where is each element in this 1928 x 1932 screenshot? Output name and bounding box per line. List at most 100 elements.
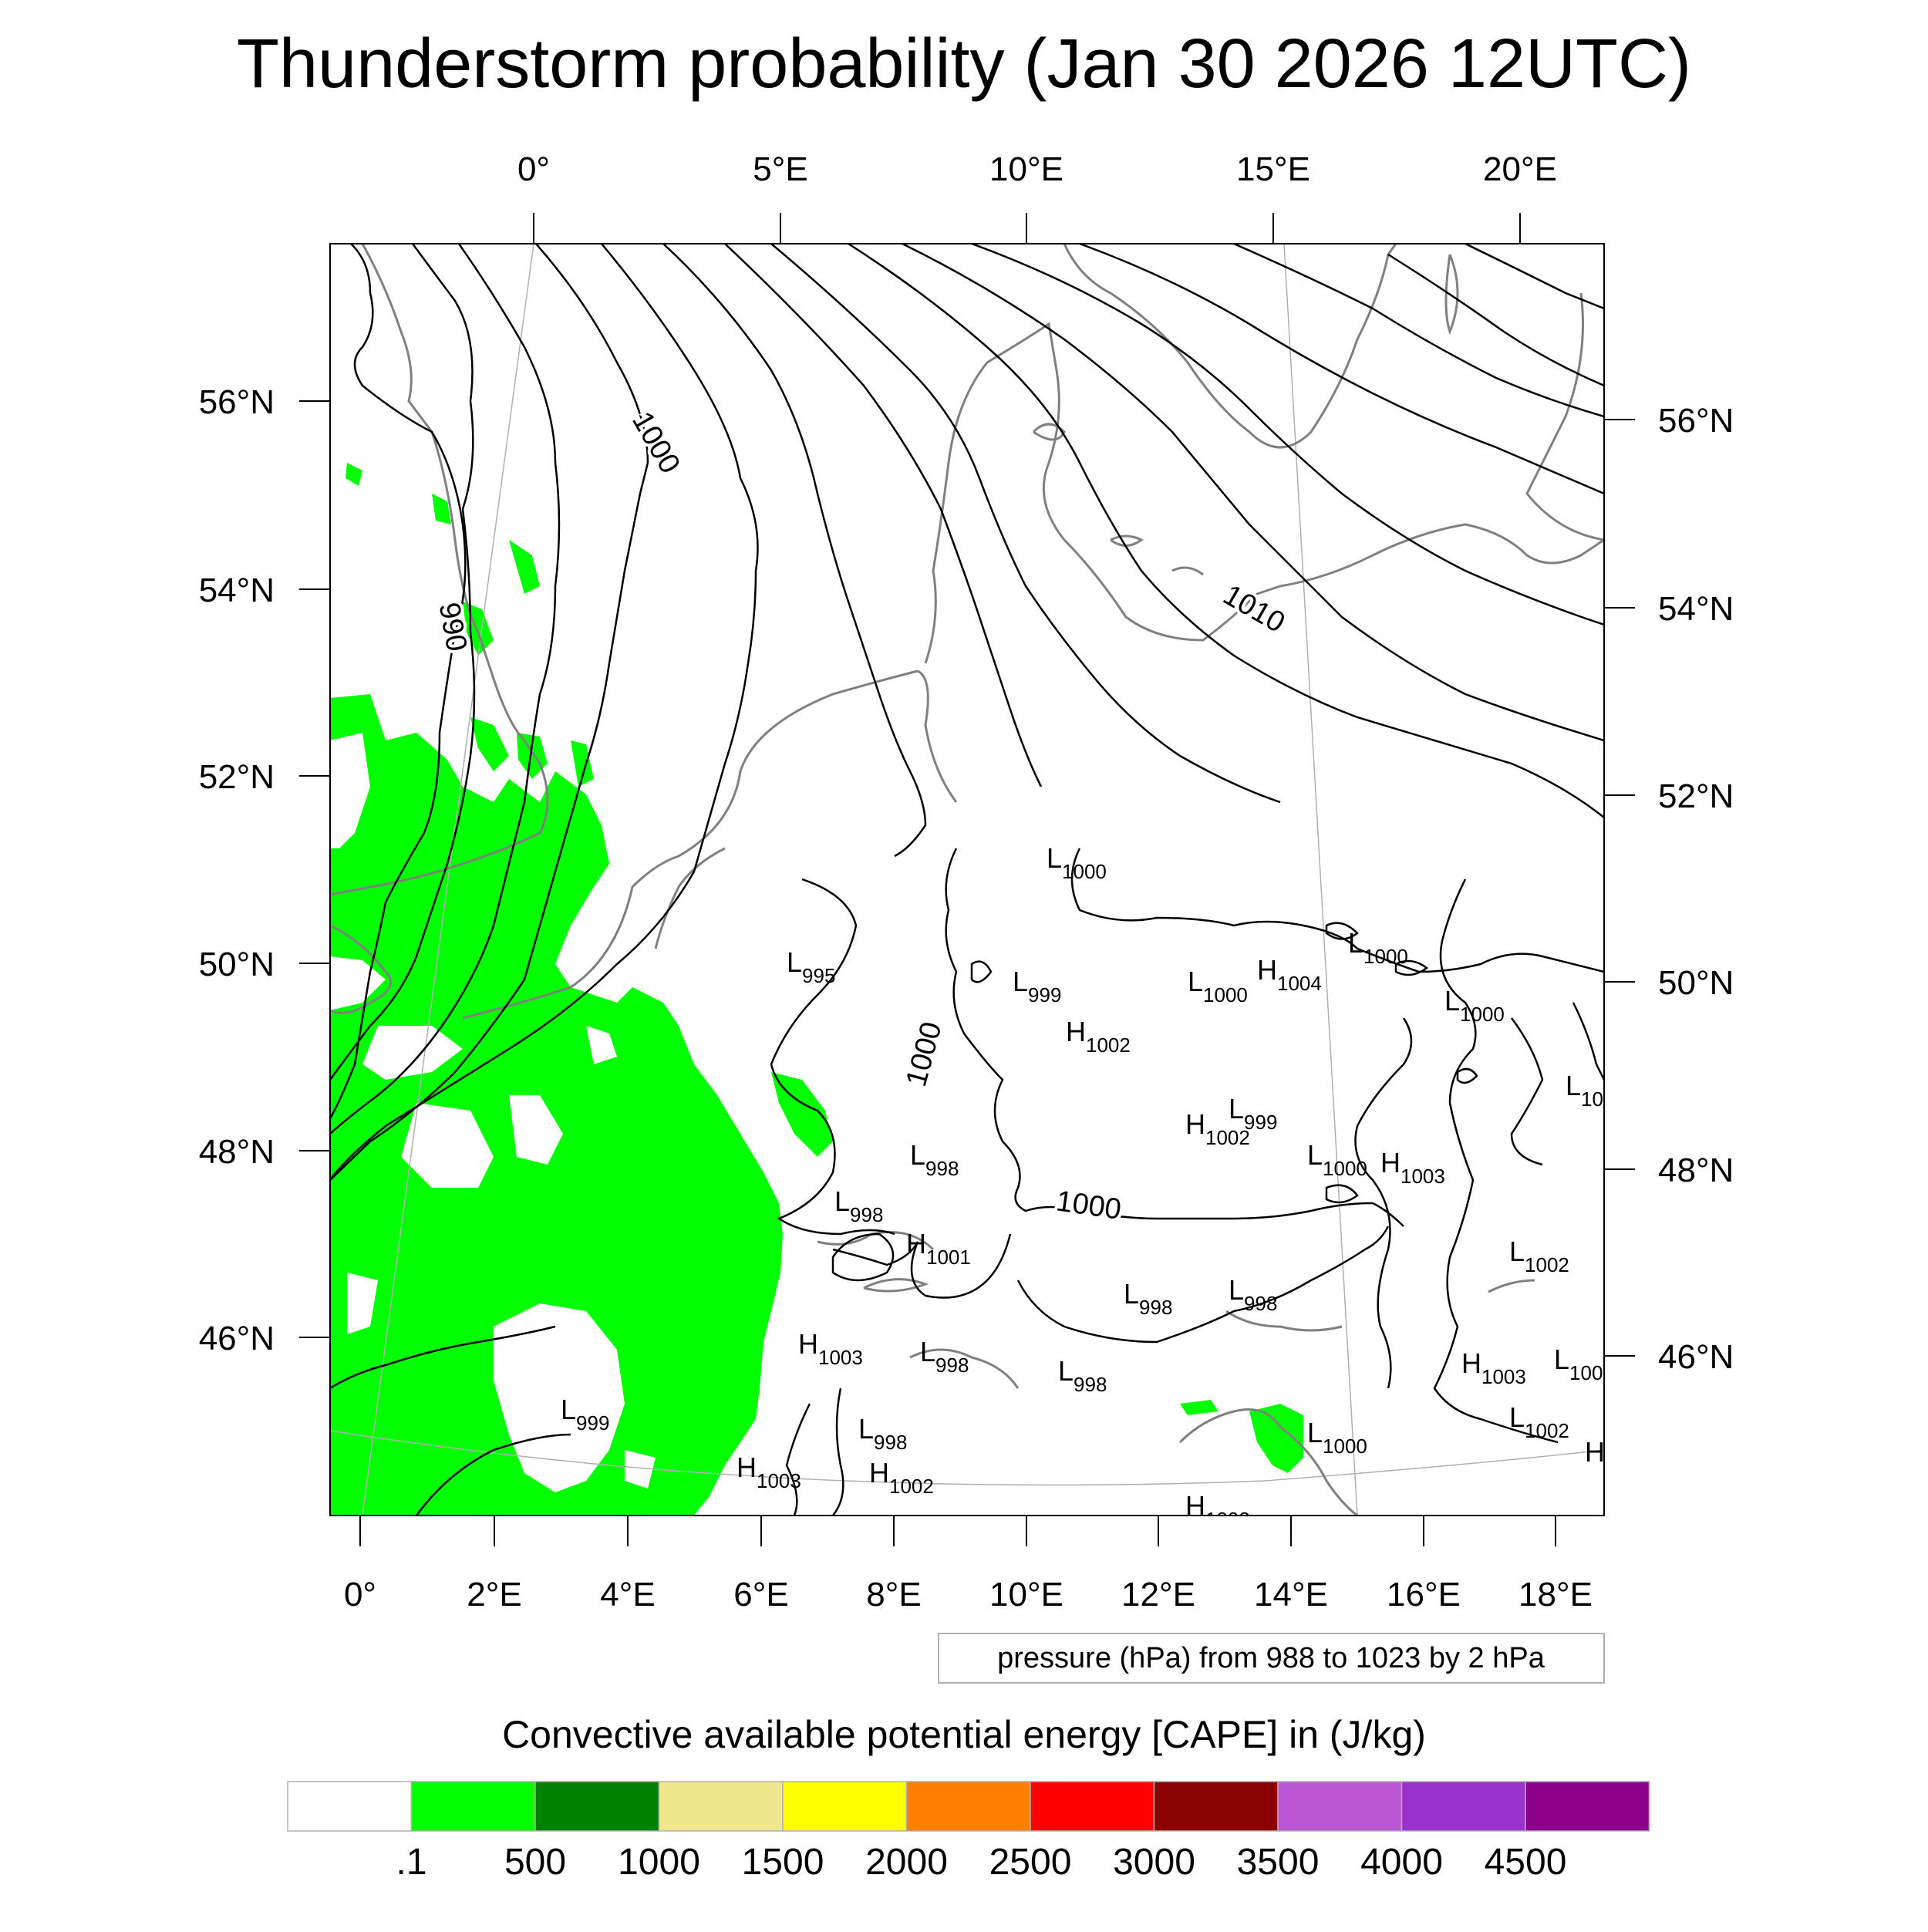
pressure-center-type: L [834, 1185, 850, 1217]
pressure-center-type: L [1229, 1093, 1244, 1124]
pressure-center-type: L [1566, 1070, 1581, 1101]
colorbar-box [1030, 1781, 1155, 1832]
coast-adriatic [1178, 1408, 1358, 1516]
pressure-center-low: L1000 [1444, 985, 1505, 1026]
bottom-lon-label: 16°E [1387, 1576, 1461, 1613]
colorbar-label: 4000 [1360, 1842, 1443, 1883]
cape-field [330, 463, 1303, 1516]
bottom-lon-label: 2°E [467, 1576, 521, 1613]
right-lat-label: 56°N [1658, 402, 1734, 440]
isobar-6 [662, 244, 927, 858]
pressure-center-type: L [1307, 1417, 1323, 1448]
pressure-center-type: H [869, 1457, 889, 1489]
pressure-center-type: H [1185, 1108, 1205, 1140]
colorbar-title: Convective available potential energy [C… [502, 1713, 1426, 1756]
isobar-4 [330, 244, 649, 1181]
pressure-center-value: 1003 [818, 1346, 863, 1369]
isobar-mid-1 [770, 878, 895, 1236]
pressure-center-type: L [1188, 966, 1203, 997]
cape-holes [330, 733, 656, 1492]
colorbar-label: .1 [396, 1842, 426, 1883]
isobar-closed-4 [1325, 1184, 1359, 1204]
pressure-center-high: H1003 [736, 1452, 801, 1492]
isobar-12 [1079, 244, 1604, 495]
pressure-center-low: L998 [1229, 1274, 1277, 1315]
bottom-lon-label: 0° [344, 1576, 376, 1613]
pressure-center-value: 1002 [1525, 1253, 1569, 1276]
pressure-center-low: L1000 [1188, 966, 1248, 1006]
pressure-center-value: 995 [802, 964, 835, 987]
pressure-center-value: 1000 [1323, 1435, 1367, 1458]
bottom-lon-label: 6°E [733, 1576, 788, 1613]
isobar-east-4 [1572, 1002, 1604, 1081]
pressure-center-low: L1000 [1307, 1139, 1367, 1180]
left-lat-label: 50°N [199, 946, 275, 983]
pressure-center-value: 999 [1028, 983, 1061, 1006]
isobar-south-1 [330, 1325, 556, 1390]
pressure-center-value: 1003 [1400, 1165, 1445, 1188]
cape-region-north-1 [470, 717, 509, 771]
colorbar-box [410, 1781, 536, 1832]
colorbar-label: 1500 [742, 1842, 824, 1883]
pressure-center-value: 998 [1139, 1296, 1172, 1319]
pressure-center-high: H1002 [1185, 1108, 1250, 1149]
colorbar-box [1277, 1781, 1403, 1832]
isobar-11 [971, 244, 1604, 626]
pressure-center-value: 998 [1244, 1292, 1277, 1315]
top-lon-label: 15°E [1236, 150, 1310, 188]
right-lat-label: 50°N [1658, 964, 1734, 1002]
isobar-closed-5 [1456, 1067, 1478, 1084]
isobar-east-2 [1433, 878, 1559, 1444]
pressure-center-value: 998 [874, 1431, 907, 1454]
top-lon-label: 20°E [1483, 150, 1557, 188]
isobars [330, 244, 1604, 1516]
isobar-3 [330, 244, 561, 1135]
pressure-center-type: H [906, 1228, 926, 1259]
bottom-lon-label: 8°E [866, 1576, 921, 1613]
colorbar-box [534, 1781, 660, 1832]
pressure-center-high: H1001 [906, 1228, 971, 1269]
colorbar-label: 4500 [1485, 1842, 1567, 1883]
cape-region-north-3 [571, 740, 594, 787]
cape-hole-7 [347, 1273, 378, 1334]
pressure-center-type: L [1124, 1278, 1139, 1310]
isobar-8 [770, 244, 1281, 804]
pressure-center-high: H1004 [1257, 954, 1322, 995]
pressure-center-high: H1003 [1461, 1347, 1526, 1388]
pressure-center-high: H [1585, 1436, 1605, 1468]
pressure-center-type: L [1444, 985, 1460, 1017]
info-box: pressure (hPa) from 988 to 1023 by 2 hPa [938, 1633, 1605, 1684]
colorbar-box [1525, 1781, 1650, 1832]
map-frame [329, 243, 1605, 1516]
pressure-center-value: 1004 [1277, 972, 1322, 995]
pressure-center-high: H1002 [1066, 1016, 1131, 1057]
cape-region-adriatic-2 [1180, 1400, 1218, 1415]
colorbar-label: 3000 [1113, 1842, 1195, 1883]
pressure-center-high: H1003 [1380, 1147, 1445, 1188]
pressure-center-value: 1003 [1481, 1365, 1526, 1388]
pressure-center-high: H1003 [798, 1328, 863, 1369]
pressure-center-value: 1000 [1460, 1003, 1505, 1026]
coast-sweden [1063, 244, 1397, 449]
coast-denmark [924, 322, 1281, 664]
pressure-center-value: 100 [1569, 1361, 1603, 1384]
colorbar-label: 1000 [618, 1842, 700, 1883]
isobar-mid-3 [945, 848, 1404, 1227]
isobar-10 [902, 244, 1604, 742]
pressure-center-value: 999 [576, 1411, 609, 1435]
colorbar: Convective available potential energy [C… [287, 1713, 1650, 1883]
right-lat-label: 46°N [1658, 1338, 1734, 1376]
colorbar-label: 2000 [865, 1842, 948, 1883]
isobar-closed-3 [1325, 922, 1359, 940]
pressure-center-value: 1002 [1205, 1508, 1250, 1531]
pressure-center-type: H [1257, 954, 1277, 986]
pressure-center-high: H1002 [869, 1457, 934, 1498]
pressure-center-type: L [1047, 842, 1062, 874]
colorbar-box [1400, 1781, 1526, 1832]
pressure-center-value: 1000 [1323, 1157, 1367, 1180]
pressure-center-low: L998 [858, 1413, 907, 1454]
coast-france-inner [654, 847, 726, 949]
top-lon-labels: 0° 5°E 10°E 15°E 20°E [517, 150, 1557, 188]
colorbar-label: 500 [504, 1842, 566, 1883]
